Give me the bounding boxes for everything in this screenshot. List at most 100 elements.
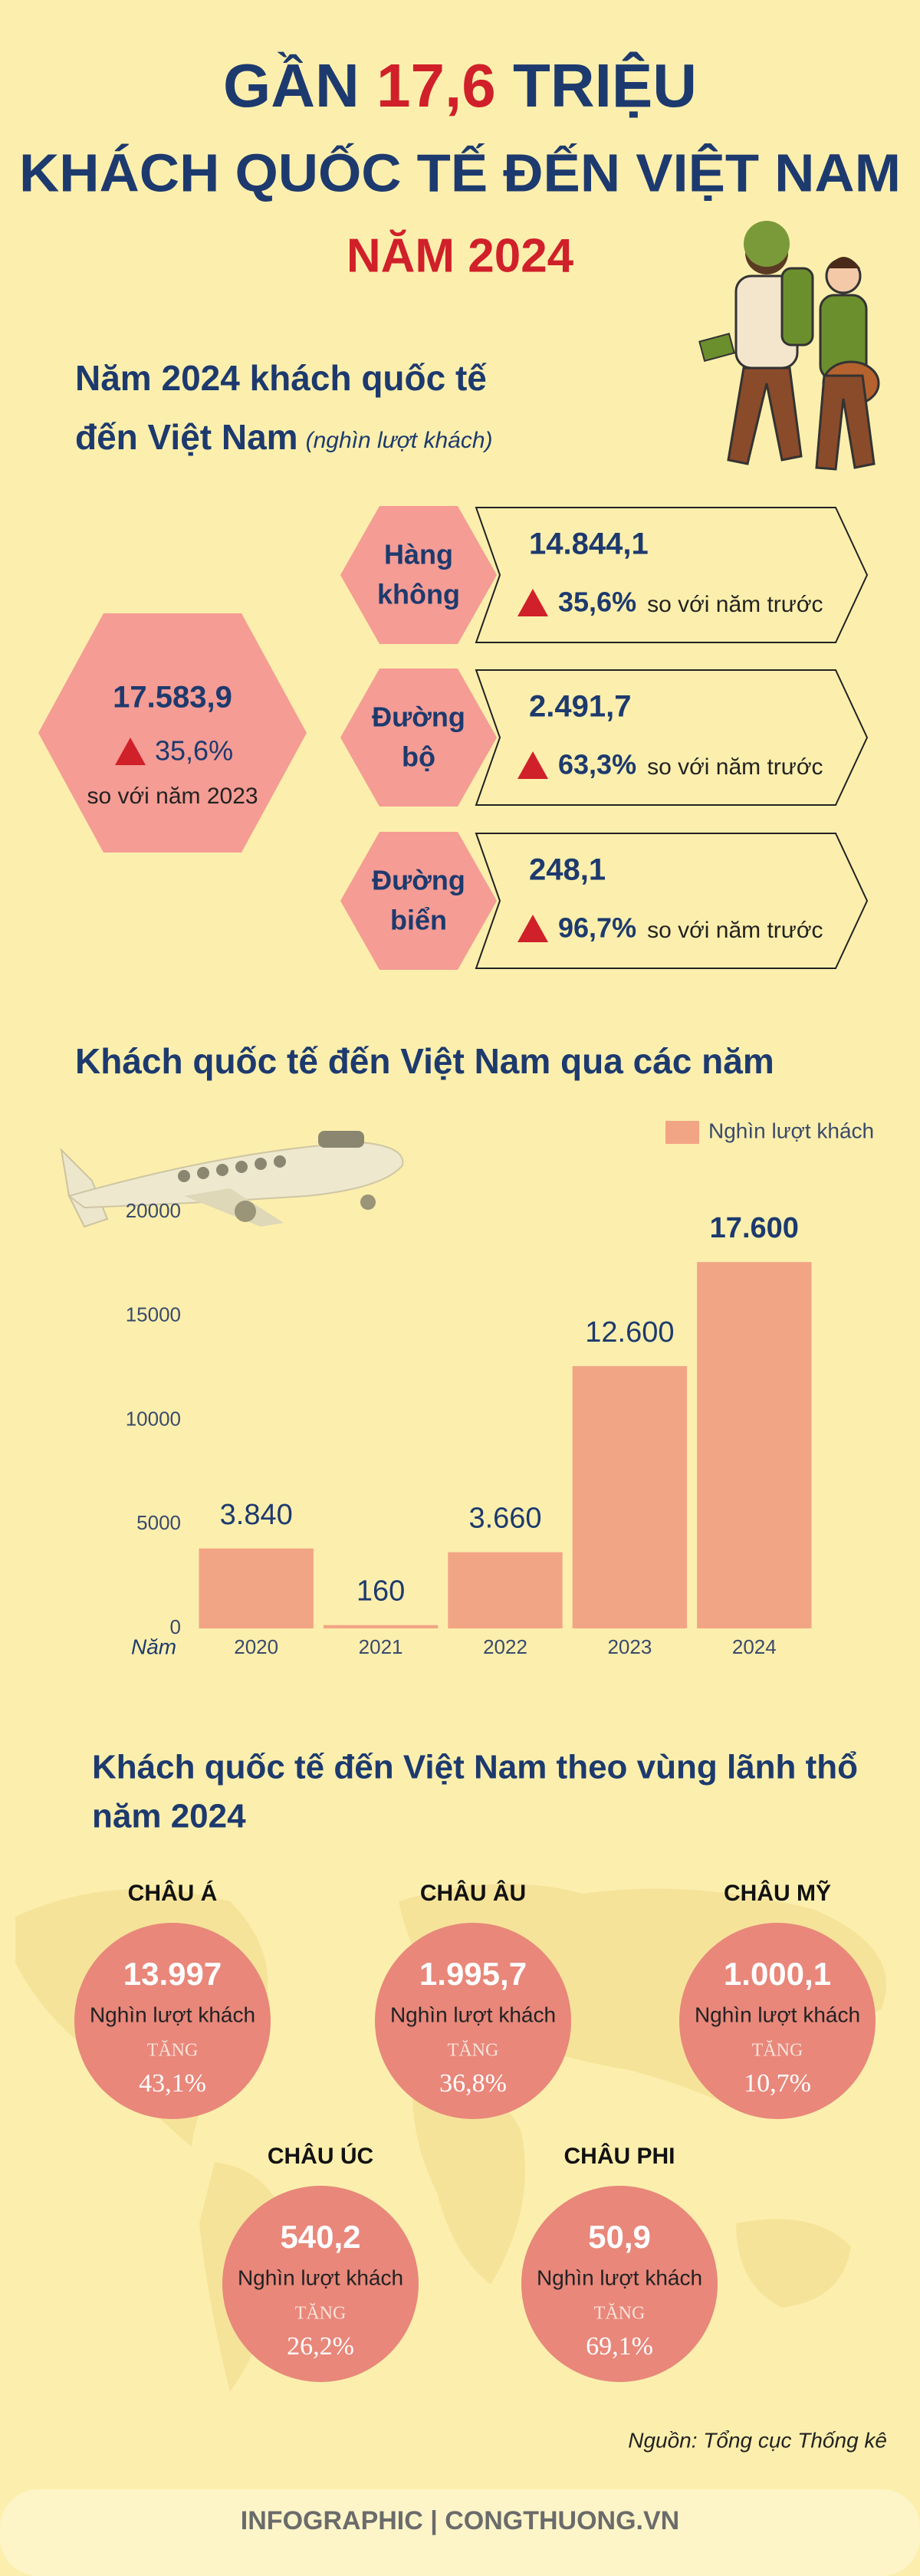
region-unit: Nghìn lượt khách <box>238 2266 403 2289</box>
title-line-2: KHÁCH QUỐC TẾ ĐẾN VIỆT NAM <box>19 142 901 202</box>
footer-band <box>0 2489 920 2576</box>
region-circle <box>521 2186 718 2382</box>
bar <box>697 1262 812 1628</box>
x-tick-label: 2024 <box>732 1635 777 1658</box>
mode-label: bộ <box>402 741 435 773</box>
y-tick-label: 20000 <box>126 1199 181 1222</box>
region-change-label: TĂNG <box>147 2041 199 2061</box>
value-label: 3.660 <box>468 1503 541 1535</box>
mode-value: 14.844,1 <box>529 527 649 561</box>
x-tick-label: 2022 <box>483 1635 527 1658</box>
title-line-3: NĂM 2024 <box>347 229 574 282</box>
mode-note: so với năm trước <box>647 918 823 943</box>
region-circle <box>375 1923 571 2119</box>
bar <box>323 1625 439 1628</box>
unit-note: (nghìn lượt khách) <box>306 428 493 453</box>
total-change: 35,6% <box>155 735 233 767</box>
footer: INFOGRAPHIC | CONGTHUONG.VN <box>241 2506 679 2535</box>
value-label: 17.600 <box>710 1212 799 1244</box>
region-change: 10,7% <box>744 2069 811 2098</box>
region-name: CHÂU PHI <box>564 2143 675 2169</box>
mode-label: Đường <box>372 702 465 733</box>
x-axis-label: Năm <box>131 1635 176 1658</box>
y-tick-label: 15000 <box>126 1303 181 1326</box>
mode-change: 63,3% <box>558 749 636 780</box>
region-name: CHÂU ÚC <box>268 2143 373 2169</box>
title-part: TRIỆU <box>513 51 697 120</box>
mode-box <box>475 507 869 643</box>
mode-box <box>475 669 869 806</box>
region-circle <box>222 2186 419 2382</box>
mode-hexagon <box>340 506 497 644</box>
region-unit: Nghìn lượt khách <box>90 2003 255 2026</box>
bar <box>572 1365 688 1628</box>
region-name: CHÂU MỸ <box>724 1880 831 1906</box>
total-value: 17.583,9 <box>113 681 232 715</box>
x-tick-label: 2023 <box>607 1635 652 1658</box>
value-label: 12.600 <box>585 1316 674 1349</box>
region-change-label: TĂNG <box>295 2304 347 2324</box>
mode-box <box>475 833 869 969</box>
plane-illustration <box>60 1131 404 1228</box>
title-part: GẦN <box>223 51 360 120</box>
region-value: 1.995,7 <box>419 1956 527 1992</box>
y-tick-label: 5000 <box>136 1511 181 1534</box>
x-tick-label: 2020 <box>234 1635 278 1658</box>
up-arrow <box>518 589 548 616</box>
region-circle <box>679 1923 876 2119</box>
title-line-1: GẦN 17,6 TRIỆU <box>223 51 697 120</box>
region-change-label: TĂNG <box>594 2304 646 2324</box>
up-arrow <box>518 915 548 942</box>
region-value: 13.997 <box>123 1956 222 1992</box>
region-value: 540,2 <box>280 2219 360 2255</box>
region-change: 43,1% <box>139 2069 206 2098</box>
travelers-illustration <box>698 221 880 471</box>
section-heading: Khách quốc tế đến Việt Nam theo vùng lãn… <box>92 1749 858 1786</box>
up-arrow <box>518 751 548 779</box>
region-change: 36,8% <box>439 2069 507 2098</box>
value-label: 3.840 <box>220 1499 293 1531</box>
mode-change: 96,7% <box>558 912 636 944</box>
region-value: 50,9 <box>588 2219 651 2255</box>
region-change-label: TĂNG <box>752 2041 803 2061</box>
region-name: CHÂU ÂU <box>420 1880 526 1906</box>
mode-label: không <box>377 579 460 610</box>
mode-hexagon <box>340 832 497 970</box>
bar <box>199 1548 314 1628</box>
y-tick-label: 0 <box>170 1615 181 1638</box>
y-tick-label: 10000 <box>126 1407 181 1430</box>
chart-title: Khách quốc tế đến Việt Nam qua các năm <box>75 1041 774 1081</box>
title-highlight: 17,6 <box>376 51 496 120</box>
mode-value: 2.491,7 <box>529 690 631 724</box>
region-name: CHÂU Á <box>128 1880 218 1906</box>
legend-swatch <box>665 1121 699 1144</box>
region-value: 1.000,1 <box>724 1956 831 1992</box>
region-change-label: TĂNG <box>448 2041 499 2061</box>
mode-note: so với năm trước <box>647 592 823 617</box>
legend-label: Nghìn lượt khách <box>708 1119 874 1142</box>
section-heading: Năm 2024 khách quốc tế <box>75 358 487 398</box>
mode-hexagon <box>340 669 497 807</box>
mode-change: 35,6% <box>558 586 636 618</box>
up-arrow <box>115 738 146 765</box>
mode-label: Hàng <box>384 539 453 570</box>
section-heading: đến Việt Nam <box>75 417 298 457</box>
value-label: 160 <box>356 1576 405 1608</box>
bar <box>448 1552 563 1628</box>
mode-label: Đường <box>372 865 465 896</box>
region-change: 69,1% <box>586 2332 653 2361</box>
region-unit: Nghìn lượt khách <box>537 2266 702 2289</box>
mode-value: 248,1 <box>529 853 606 887</box>
section-heading: năm 2024 <box>92 1798 246 1835</box>
region-change: 26,2% <box>287 2332 354 2361</box>
mode-note: so với năm trước <box>647 754 823 780</box>
source: Nguồn: Tổng cục Thống kê <box>628 2428 887 2452</box>
mode-label: biển <box>390 905 447 936</box>
region-circle <box>74 1923 271 2119</box>
total-note: so với năm 2023 <box>87 784 258 809</box>
x-tick-label: 2021 <box>359 1635 403 1658</box>
region-unit: Nghìn lượt khách <box>390 2003 556 2026</box>
total-hexagon <box>38 613 307 853</box>
